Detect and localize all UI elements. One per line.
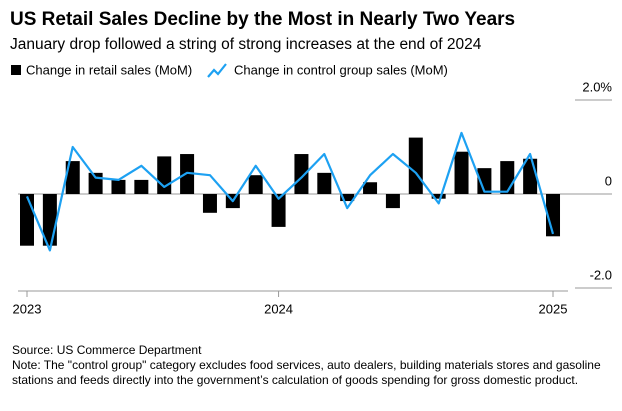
bar bbox=[500, 161, 515, 194]
bar bbox=[546, 194, 561, 237]
y-tick-label: 2.0% bbox=[582, 79, 612, 94]
legend-label: Change in control group sales (MoM) bbox=[234, 62, 448, 77]
bar bbox=[248, 175, 263, 194]
bar bbox=[385, 194, 400, 209]
x-tick-label: 2025 bbox=[539, 301, 568, 316]
bar bbox=[271, 194, 286, 227]
bar bbox=[294, 154, 309, 194]
bar bbox=[20, 194, 34, 246]
bar bbox=[157, 156, 172, 194]
x-tick-label: 2023 bbox=[13, 301, 42, 316]
chart: US Retail Sales Decline by the Most in N… bbox=[10, 9, 612, 316]
source: Source: US Commerce Department bbox=[12, 343, 202, 357]
bar bbox=[202, 194, 217, 213]
bar bbox=[363, 182, 378, 194]
chart-subtitle: January drop followed a string of strong… bbox=[10, 36, 482, 53]
legend-swatch bbox=[207, 63, 227, 78]
bar bbox=[317, 172, 332, 194]
footer: Source: US Commerce Department Note: The… bbox=[12, 343, 612, 388]
bar bbox=[111, 179, 126, 194]
bar bbox=[477, 168, 492, 194]
note: Note: The "control group" category exclu… bbox=[12, 358, 601, 387]
bar bbox=[431, 194, 446, 199]
legend-swatch bbox=[11, 65, 21, 75]
bar bbox=[340, 194, 355, 202]
bar bbox=[65, 161, 80, 194]
bar bbox=[454, 151, 469, 194]
x-tick-label: 2024 bbox=[264, 301, 293, 316]
line bbox=[25, 131, 555, 252]
y-tick-label: 0 bbox=[605, 173, 612, 188]
chart-title: US Retail Sales Decline by the Most in N… bbox=[10, 9, 515, 30]
bar bbox=[134, 179, 149, 194]
y-tick-label: -2.0 bbox=[590, 267, 612, 282]
bar bbox=[408, 137, 423, 194]
legend-label: Change in retail sales (MoM) bbox=[26, 62, 192, 77]
